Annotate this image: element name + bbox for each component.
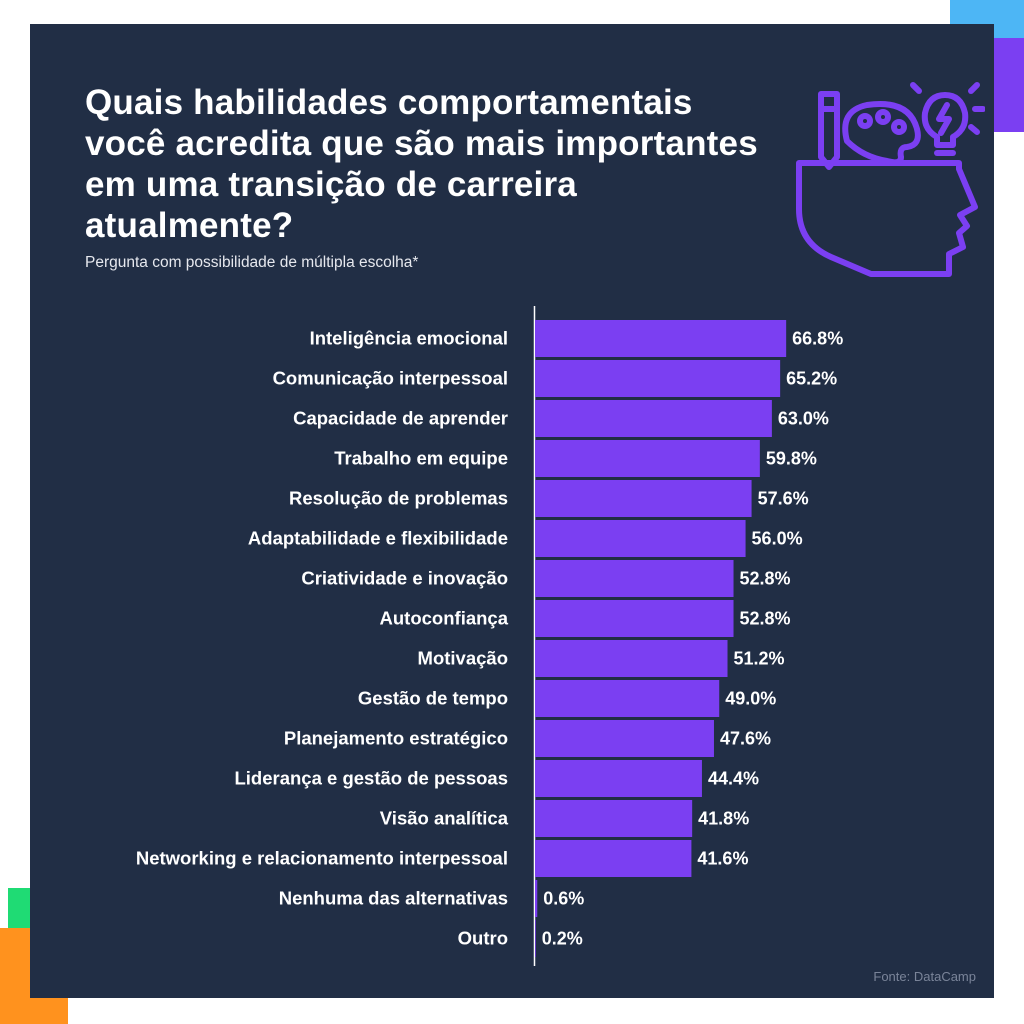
category-label: Criatividade e inovação xyxy=(301,568,508,589)
category-label: Visão analítica xyxy=(380,808,509,829)
head-creativity-icon xyxy=(796,82,985,277)
value-label: 63.0% xyxy=(778,409,829,429)
value-label: 0.2% xyxy=(542,929,583,949)
value-label: 47.6% xyxy=(720,729,771,749)
bar-capacidade-de-aprender xyxy=(535,400,772,437)
category-label: Outro xyxy=(458,928,508,949)
bar-chart: Inteligência emocional 66.8% Comunicação i… xyxy=(136,306,843,966)
chart-card: Quais habilidades comportamentais você a… xyxy=(30,24,994,998)
bar-criatividade-e-inovacao xyxy=(535,560,734,597)
value-label: 49.0% xyxy=(725,689,776,709)
chart-subtitle: Pergunta com possibilidade de múltipla e… xyxy=(85,254,419,271)
bar-lideranca-e-gestao-de-pessoas xyxy=(535,760,702,797)
bar-autoconfianca xyxy=(535,600,734,637)
category-label: Capacidade de aprender xyxy=(293,408,508,429)
bar-outro xyxy=(535,920,536,957)
value-label: 52.8% xyxy=(740,569,791,589)
value-label: 56.0% xyxy=(752,529,803,549)
value-label: 65.2% xyxy=(786,369,837,389)
category-label: Adaptabilidade e flexibilidade xyxy=(248,528,508,549)
value-label: 57.6% xyxy=(758,489,809,509)
value-label: 41.8% xyxy=(698,809,749,829)
bar-visao-analitica xyxy=(535,800,693,837)
category-label: Autoconfiança xyxy=(380,608,509,629)
bar-motivacao xyxy=(535,640,728,677)
category-label: Liderança e gestão de pessoas xyxy=(234,768,508,789)
chart-title: Quais habilidades comportamentais você a… xyxy=(85,83,758,245)
bar-adaptabilidade-e-flexibilidade xyxy=(535,520,746,557)
value-label: 59.8% xyxy=(766,449,817,469)
bar-planejamento-estrategico xyxy=(535,720,714,757)
bar-networking-e-relacionamento-interpessoal xyxy=(535,840,692,877)
value-label: 0.6% xyxy=(543,889,584,909)
bar-nenhuma-das-alternativas xyxy=(535,880,538,917)
bar-comunicacao-interpessoal xyxy=(535,360,781,397)
category-label: Resolução de problemas xyxy=(289,488,508,509)
source-note: Fonte: DataCamp xyxy=(873,969,976,984)
category-label: Motivação xyxy=(418,648,508,669)
category-label: Nenhuma das alternativas xyxy=(279,888,508,909)
bar-gestao-de-tempo xyxy=(535,680,720,717)
value-label: 66.8% xyxy=(792,329,843,349)
value-label: 44.4% xyxy=(708,769,759,789)
bar-trabalho-em-equipe xyxy=(535,440,760,477)
category-label: Trabalho em equipe xyxy=(334,448,508,469)
bar-inteligencia-emocional xyxy=(535,320,787,357)
value-label: 41.6% xyxy=(697,849,748,869)
value-label: 51.2% xyxy=(734,649,785,669)
category-label: Inteligência emocional xyxy=(310,328,508,349)
accent-block-purple xyxy=(994,38,1024,132)
category-label: Networking e relacionamento interpessoal xyxy=(136,848,508,869)
category-label: Comunicação interpessoal xyxy=(273,368,508,389)
value-label: 52.8% xyxy=(740,609,791,629)
category-label: Planejamento estratégico xyxy=(284,728,508,749)
category-label: Gestão de tempo xyxy=(358,688,508,709)
bar-resolucao-de-problemas xyxy=(535,480,752,517)
accent-block-green xyxy=(8,888,34,932)
